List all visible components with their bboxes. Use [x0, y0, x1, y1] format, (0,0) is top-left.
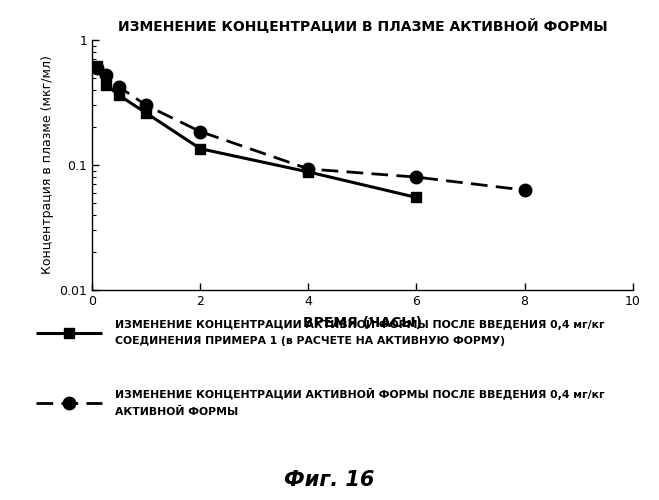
Y-axis label: Концентрация в плазме (мкг/мл): Концентрация в плазме (мкг/мл): [41, 56, 54, 274]
Title: ИЗМЕНЕНИЕ КОНЦЕНТРАЦИИ В ПЛАЗМЕ АКТИВНОЙ ФОРМЫ: ИЗМЕНЕНИЕ КОНЦЕНТРАЦИИ В ПЛАЗМЕ АКТИВНОЙ…: [118, 18, 607, 34]
Text: ИЗМЕНЕНИЕ КОНЦЕНТРАЦИИ АКТИВНОЙ ФОРМЫ ПОСЛЕ ВВЕДЕНИЯ 0,4 мг/кг: ИЗМЕНЕНИЕ КОНЦЕНТРАЦИИ АКТИВНОЙ ФОРМЫ ПО…: [115, 318, 605, 330]
Text: СОЕДИНЕНИЯ ПРИМЕРА 1 (в РАСЧЕТЕ НА АКТИВНУЮ ФОРМУ): СОЕДИНЕНИЯ ПРИМЕРА 1 (в РАСЧЕТЕ НА АКТИВ…: [115, 336, 505, 346]
X-axis label: ВРЕМЯ (ЧАСЫ): ВРЕМЯ (ЧАСЫ): [303, 316, 422, 330]
Text: АКТИВНОЙ ФОРМЫ: АКТИВНОЙ ФОРМЫ: [115, 406, 239, 416]
Text: Фиг. 16: Фиг. 16: [284, 470, 375, 490]
Text: ИЗМЕНЕНИЕ КОНЦЕНТРАЦИИ АКТИВНОЙ ФОРМЫ ПОСЛЕ ВВЕДЕНИЯ 0,4 мг/кг: ИЗМЕНЕНИЕ КОНЦЕНТРАЦИИ АКТИВНОЙ ФОРМЫ ПО…: [115, 388, 605, 400]
